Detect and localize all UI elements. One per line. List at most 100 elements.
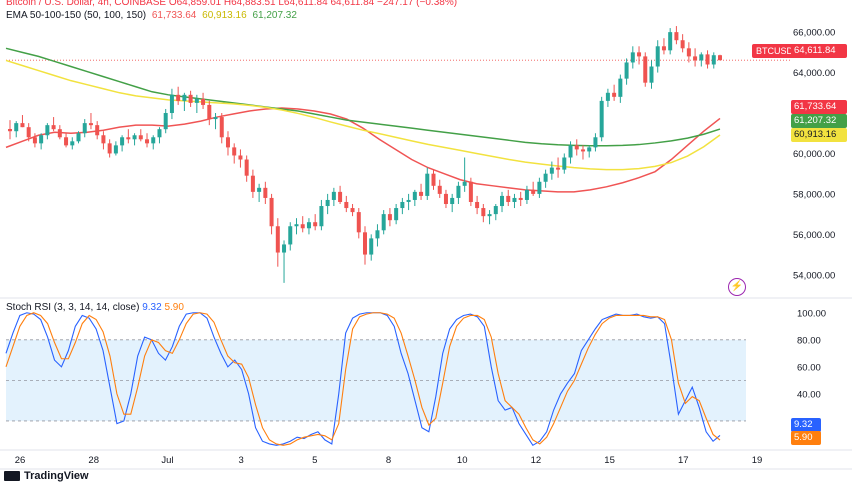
candle-body xyxy=(593,137,598,148)
ema150-legend-value: 60,913.16 xyxy=(202,10,247,21)
candle-body xyxy=(443,193,448,205)
candle-body xyxy=(419,191,424,196)
candle-body xyxy=(51,125,56,130)
candle-body xyxy=(219,117,224,138)
x-tick-label: 10 xyxy=(457,455,468,466)
candle-body xyxy=(238,155,243,160)
ema50-price-tag: 61,733.64 xyxy=(791,100,847,114)
candle-body xyxy=(319,206,324,227)
candle-body xyxy=(95,125,100,136)
candle-body xyxy=(574,145,579,150)
candle-body xyxy=(512,197,517,202)
candle-body xyxy=(500,195,505,207)
x-tick-label: 8 xyxy=(386,455,391,466)
candle-body xyxy=(232,147,237,156)
ema-legend[interactable]: EMA 50-100-150 (50, 100, 150) 61,733.64 … xyxy=(6,10,300,22)
stoch-y-tick-label: 40.00 xyxy=(797,389,821,400)
candle-body xyxy=(257,187,262,192)
symbol-header: Bitcoin / U.S. Dollar, 4h, COINBASE O64,… xyxy=(6,0,460,9)
lightning-icon[interactable]: ⚡ xyxy=(728,278,746,296)
candle-body xyxy=(711,55,716,65)
x-tick-label: 12 xyxy=(531,455,542,466)
candle-body xyxy=(562,157,567,170)
ema-line-ema150 xyxy=(5,59,721,171)
x-tick-label: 5 xyxy=(312,455,317,466)
candle-body xyxy=(120,137,125,146)
candle-body xyxy=(475,201,480,209)
candle-body xyxy=(325,199,330,207)
candle-body xyxy=(188,94,193,103)
ema100-price-tag: 61,207.32 xyxy=(791,114,847,128)
candle-body xyxy=(169,94,174,114)
grid xyxy=(0,59,852,470)
candle-body xyxy=(300,224,305,229)
last-price-tag: 64,611.84 xyxy=(791,44,847,58)
candle-body xyxy=(107,143,112,154)
candle-body xyxy=(126,137,131,140)
candle-body xyxy=(381,214,386,231)
candle-body xyxy=(580,149,585,152)
candle-body xyxy=(306,222,311,229)
y-tick-label: 58,000.00 xyxy=(793,189,835,200)
candle-body xyxy=(543,173,548,182)
candle-body xyxy=(201,98,206,105)
candle-body xyxy=(568,145,573,158)
candle-body xyxy=(612,92,617,97)
candle-body xyxy=(225,137,230,148)
candle-body xyxy=(506,195,511,202)
candle-body xyxy=(344,201,349,209)
candle-body xyxy=(587,147,592,152)
candle-body xyxy=(718,55,722,61)
candle-body xyxy=(699,54,704,61)
stoch-k-legend: 9.32 xyxy=(142,302,162,313)
candle-body xyxy=(674,32,679,41)
candle-body xyxy=(624,62,629,79)
indicator-legend[interactable]: Stoch RSI (3, 3, 14, 14, close) 9.32 5.9… xyxy=(6,302,184,313)
candle-body xyxy=(431,173,436,186)
y-tick-label: 60,000.00 xyxy=(793,149,835,160)
candle-body xyxy=(132,135,137,140)
candle-body xyxy=(157,129,162,138)
candle-body xyxy=(288,226,293,245)
x-tick-label: 28 xyxy=(88,455,99,466)
ema-lines xyxy=(5,47,721,193)
candle-body xyxy=(151,137,156,144)
candle-body xyxy=(176,94,181,101)
candle-body xyxy=(26,127,31,138)
candle-body xyxy=(82,123,87,134)
stoch-lines xyxy=(5,312,721,447)
candle-body xyxy=(70,141,75,146)
ema100-legend-value: 61,207.32 xyxy=(252,10,297,21)
candle-body xyxy=(375,230,380,239)
stoch-band-fill xyxy=(6,339,746,421)
candle-body xyxy=(705,54,710,65)
x-tick-label: 17 xyxy=(678,455,689,466)
tradingview-logo-icon xyxy=(4,471,20,481)
candle-body xyxy=(668,32,673,51)
candle-body xyxy=(138,135,143,140)
candle-body xyxy=(537,181,542,194)
candle-body xyxy=(394,208,399,221)
candle-body xyxy=(163,113,168,130)
candle-body xyxy=(556,167,561,170)
candle-body xyxy=(76,133,81,142)
tradingview-logo-text: TradingView xyxy=(24,470,89,482)
candle-body xyxy=(549,167,554,174)
candle-body xyxy=(88,123,93,126)
candles xyxy=(8,26,722,283)
candle-body xyxy=(213,117,218,120)
candle-body xyxy=(487,214,492,217)
candle-body xyxy=(524,189,529,200)
candle-body xyxy=(207,104,212,120)
candle-body xyxy=(450,197,455,205)
x-tick-label: 15 xyxy=(604,455,615,466)
candle-body xyxy=(686,48,691,57)
candle-body xyxy=(113,145,118,154)
candle-body xyxy=(518,197,523,200)
candle-body xyxy=(8,128,12,132)
candle-body xyxy=(45,125,50,136)
ema-legend-label: EMA 50-100-150 (50, 100, 150) xyxy=(6,10,147,21)
candle-body xyxy=(294,224,299,227)
tradingview-logo[interactable]: TradingView xyxy=(4,470,89,482)
